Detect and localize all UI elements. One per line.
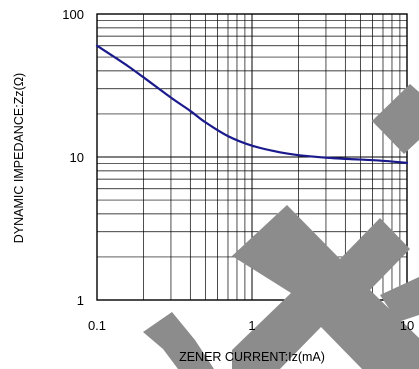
x-tick-labels: 0.1 1 10	[88, 318, 414, 333]
y-tick-labels: 1 10 100	[62, 7, 84, 308]
plot-frame	[96, 13, 408, 301]
y-tick-label: 1	[77, 293, 84, 308]
y-tick-label: 10	[70, 150, 84, 165]
watermark-shapes	[143, 84, 419, 369]
x-tick-label: 1	[248, 318, 255, 333]
y-axis-title: DYNAMIC IMPEDANCE:Zz(Ω)	[12, 73, 26, 243]
watermark-cross-shape	[232, 205, 419, 369]
watermark-arrow-shape	[372, 84, 419, 154]
series-line	[95, 44, 409, 164]
series-layer	[95, 44, 409, 164]
y-tick-label: 100	[62, 7, 84, 22]
x-axis-title: ZENER CURRENT:Iz(mA)	[179, 350, 325, 364]
watermark-hook-shape	[143, 312, 214, 369]
x-tick-label: 0.1	[88, 318, 106, 333]
watermark-corner-shape	[380, 277, 419, 322]
x-tick-label: 10	[400, 318, 414, 333]
